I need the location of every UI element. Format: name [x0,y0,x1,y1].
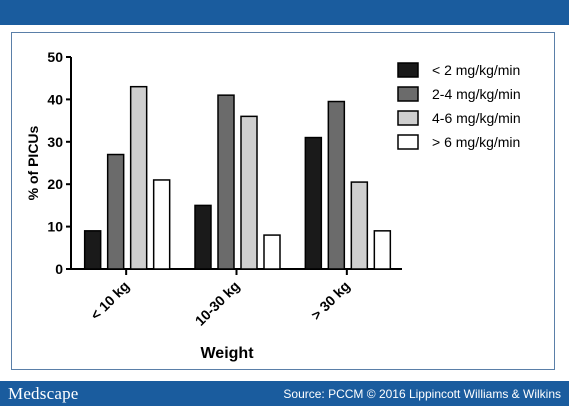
y-tick-label: 20 [47,176,63,192]
legend-label: < 2 mg/kg/min [432,62,520,78]
y-axis-title: % of PICUs [25,125,41,200]
y-tick-label: 30 [47,134,63,150]
bar [106,153,125,270]
y-tick-label: 50 [47,49,63,65]
legend-label: > 6 mg/kg/min [432,134,520,150]
legend-swatch [397,110,419,126]
source-credit: Source: PCCM © 2016 Lippincott Williams … [283,387,561,401]
legend-swatch [397,86,419,102]
bar [327,100,346,270]
legend-swatch [397,134,419,150]
bar [373,230,392,270]
x-tick-label: < 10 kg [87,278,132,323]
y-tick-label: 10 [47,219,63,235]
footer-bar: Medscape Source: PCCM © 2016 Lippincott … [0,381,569,406]
chart-frame: 0 10 20 30 40 50 % of PICUs < 10 kg 10-30 kg > 30… [11,32,555,370]
header-bar [0,0,569,25]
bar [217,94,235,270]
legend-swatch [397,62,419,78]
x-tick-label: > 30 kg [308,278,353,323]
bar [194,204,212,270]
bar-chart: 0 10 20 30 40 50 % of PICUs < 10 kg 10-30 kg > 30… [25,49,521,362]
bar [83,230,102,270]
legend-label: 4-6 mg/kg/min [432,110,521,126]
x-tick-label: 10-30 kg [192,278,243,329]
bar [304,136,323,270]
bar [240,115,258,270]
bar [152,179,171,270]
x-axis-title: Weight [200,345,254,362]
bar [350,181,369,270]
bar [263,234,281,270]
y-tick-label: 40 [47,91,63,107]
y-tick-label: 0 [55,261,63,277]
legend-label: 2-4 mg/kg/min [432,86,521,102]
medscape-logo[interactable]: Medscape [8,384,79,403]
bar [129,85,148,270]
